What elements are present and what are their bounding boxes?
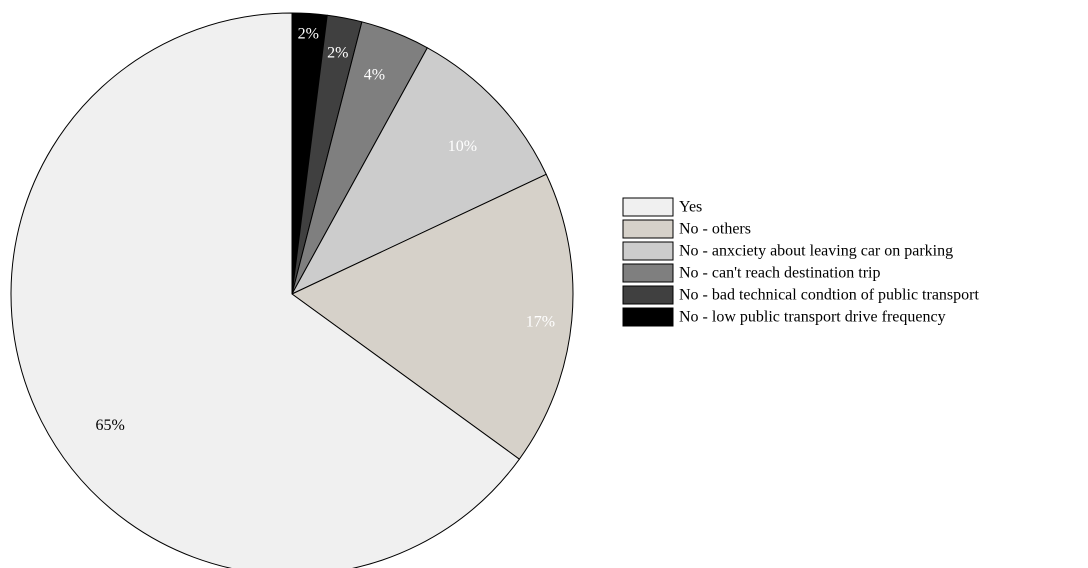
legend-swatch — [622, 307, 674, 327]
legend-label: Yes — [679, 199, 702, 216]
slice-data-label: 65% — [95, 417, 124, 434]
slice-data-label: 17% — [526, 313, 555, 330]
legend-label: No - anxciety about leaving car on parki… — [679, 243, 953, 260]
legend-swatch — [622, 197, 674, 217]
pie-slice — [10, 12, 520, 568]
legend-label: No - bad technical condtion of public tr… — [679, 287, 979, 304]
legend-swatch — [622, 263, 674, 283]
legend-swatch — [622, 241, 674, 261]
legend-swatch — [622, 219, 674, 239]
slice-data-label: 4% — [364, 66, 385, 83]
slice-data-label: 2% — [327, 45, 348, 62]
pie-slice — [291, 173, 574, 460]
legend-swatch — [622, 285, 674, 305]
legend-label: No - can't reach destination trip — [679, 265, 880, 282]
pie-slice-labels: 2% 2% 4% 10% 17% 65% — [95, 25, 555, 434]
legend-label: No - low public transport drive frequenc… — [679, 309, 946, 326]
legend-entry: No - low public transport drive frequenc… — [622, 307, 946, 327]
legend-entry: No - can't reach destination trip — [622, 263, 880, 283]
slice-data-label: 2% — [298, 25, 319, 42]
legend-entry: No - bad technical condtion of public tr… — [622, 285, 979, 305]
pie-slices — [10, 12, 574, 568]
legend-entry: No - others — [622, 219, 751, 239]
pie-slice — [291, 47, 547, 295]
legend-label: No - others — [679, 221, 751, 238]
slice-data-label: 10% — [448, 138, 477, 155]
legend: Yes No - others No - anxciety about leavin… — [622, 197, 979, 327]
legend-entry: Yes — [622, 197, 702, 217]
legend-entry: No - anxciety about leaving car on parki… — [622, 241, 953, 261]
